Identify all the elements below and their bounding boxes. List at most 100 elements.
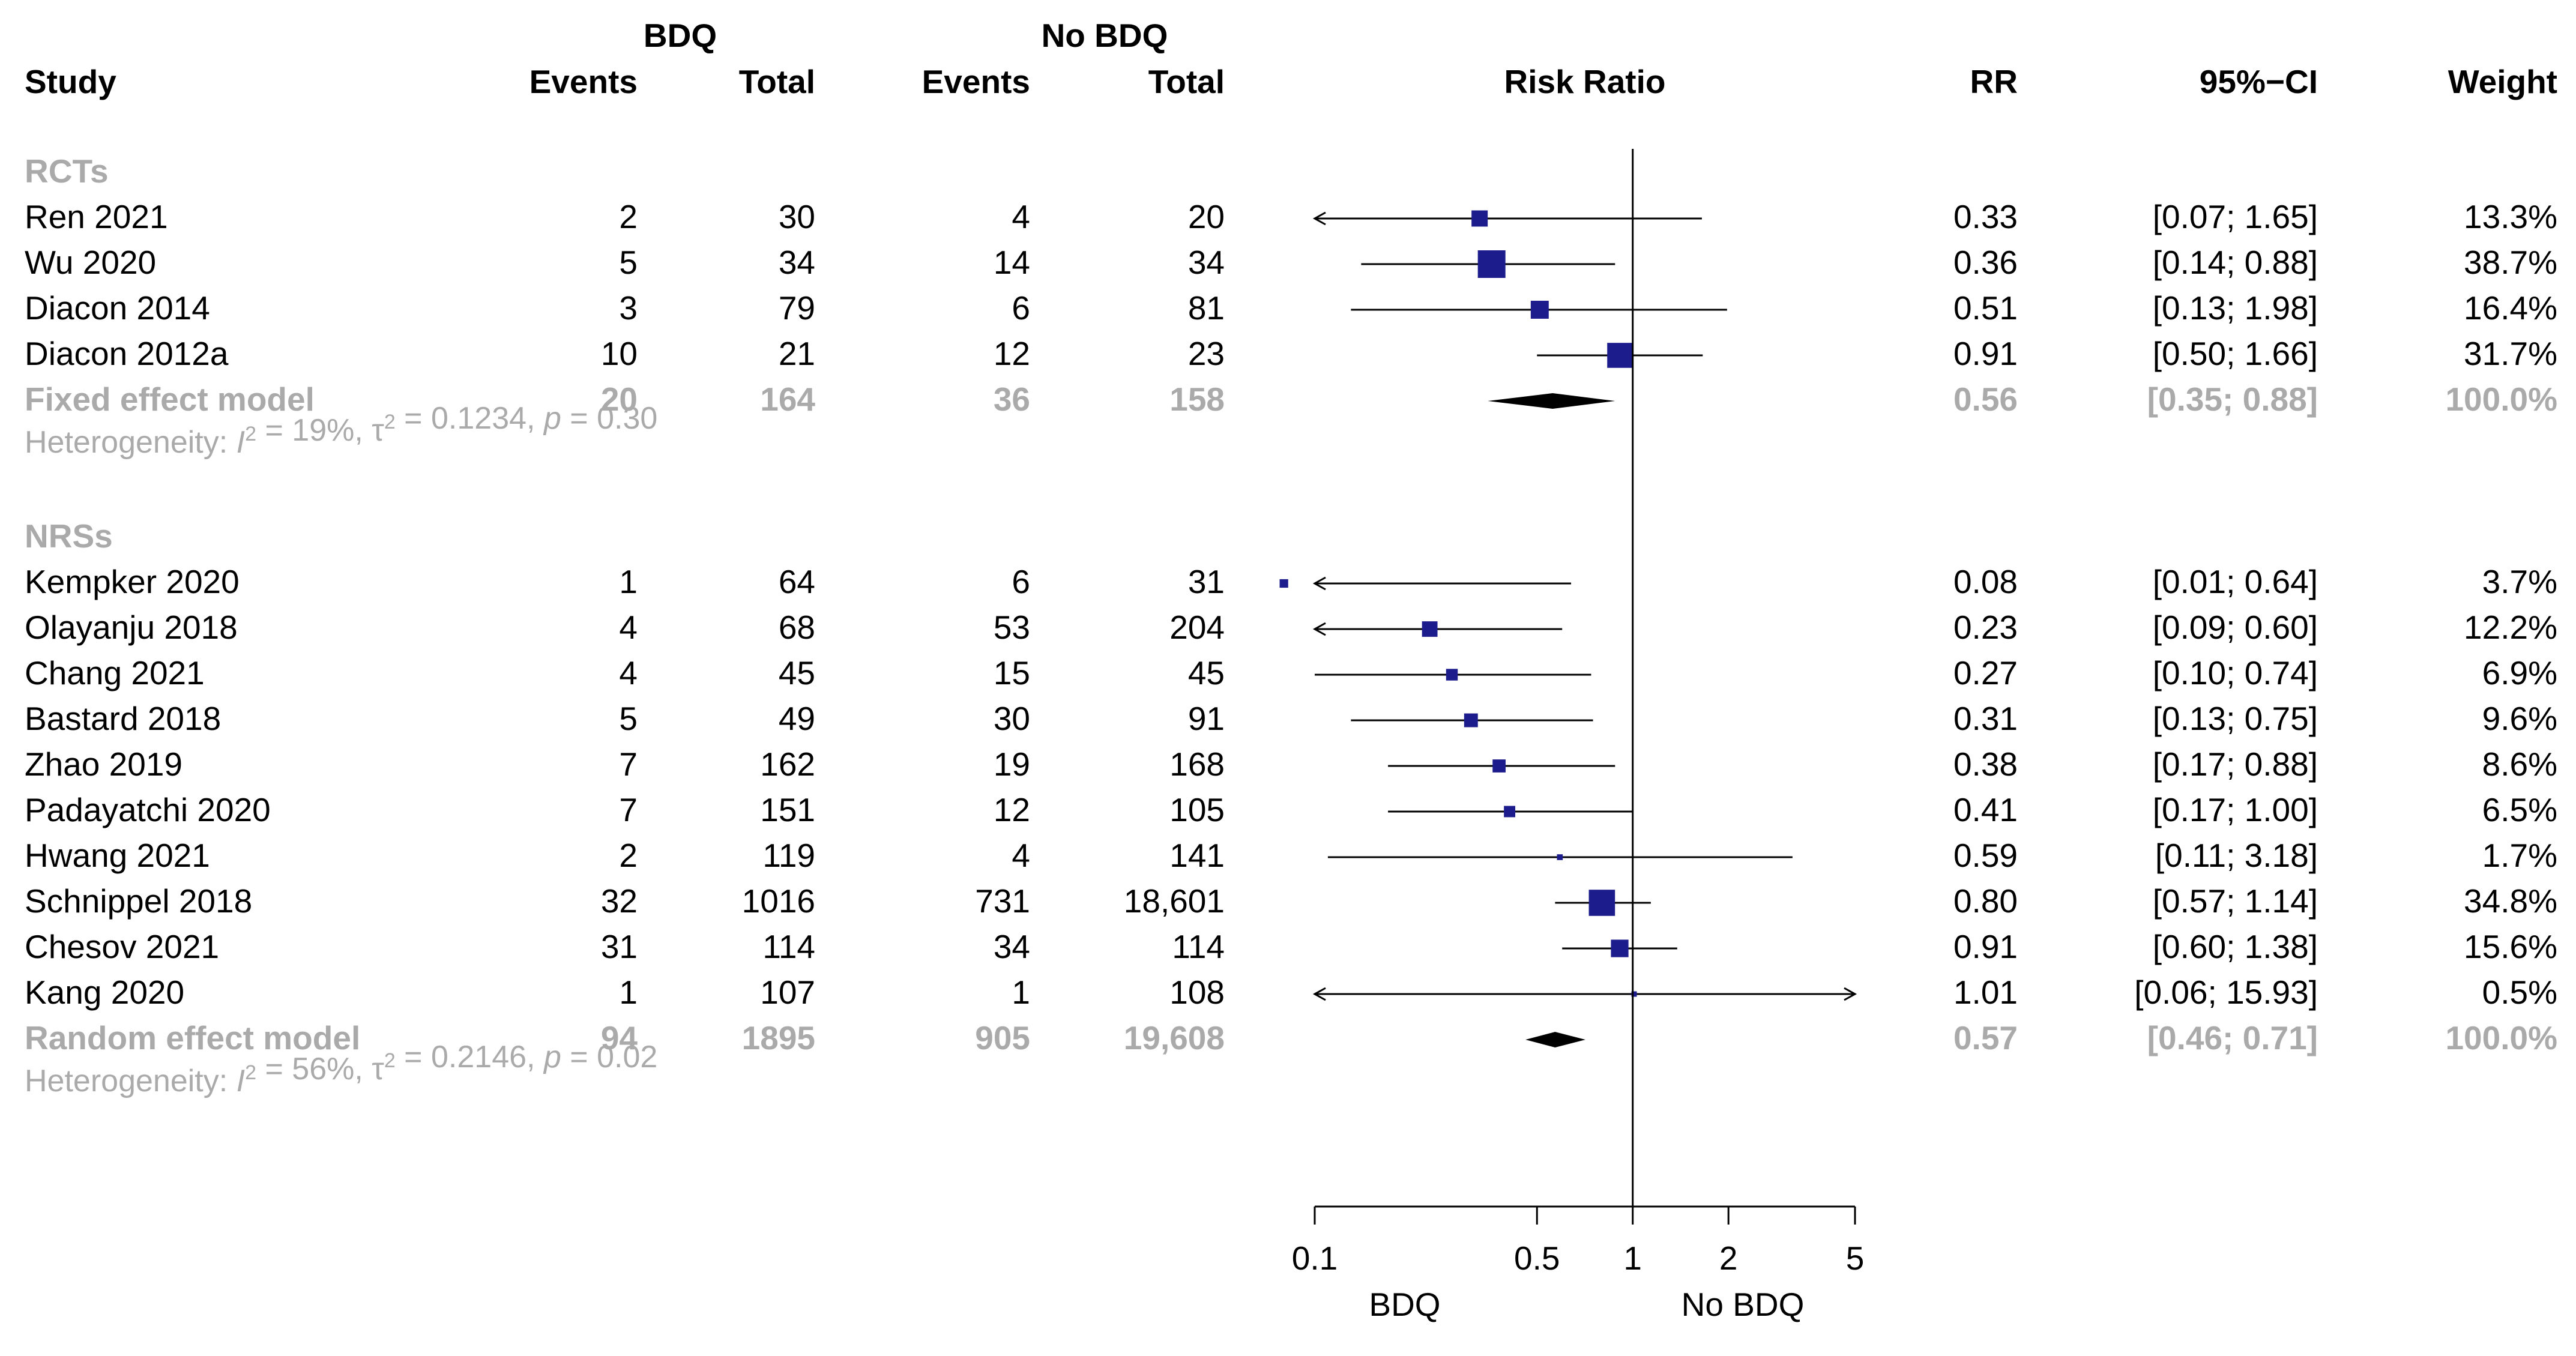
study-name: Kang 2020 bbox=[25, 974, 184, 1011]
total-no-bdq: 81 bbox=[1188, 289, 1225, 327]
events-bdq: 2 bbox=[619, 198, 638, 235]
header-total-bdq: Total bbox=[739, 63, 815, 100]
total-bdq: 79 bbox=[779, 289, 815, 327]
events-bdq: 7 bbox=[619, 746, 638, 783]
header-ci: 95%−CI bbox=[2200, 63, 2318, 100]
ci-value: [0.11; 3.18] bbox=[2155, 837, 2318, 874]
subgroup-label: NRSs bbox=[25, 517, 113, 555]
events-bdq: 5 bbox=[619, 700, 638, 737]
total-bdq: 1016 bbox=[742, 882, 815, 920]
total-no-bdq: 204 bbox=[1169, 609, 1225, 646]
pooled-rr: 0.56 bbox=[1953, 381, 2018, 418]
ci-arrow-left bbox=[1312, 211, 1326, 226]
x-axis: 0.1 0.5 1 2 5 BDQ No BDQ bbox=[1292, 1205, 1864, 1323]
events-no-bdq: 14 bbox=[994, 244, 1030, 281]
total-bdq: 30 bbox=[779, 198, 815, 235]
weight-value: 9.6% bbox=[2482, 700, 2557, 737]
events-no-bdq: 6 bbox=[1012, 289, 1030, 327]
rr-value: 1.01 bbox=[1953, 974, 2018, 1011]
study-name: Zhao 2019 bbox=[25, 746, 182, 783]
effect-square bbox=[1607, 343, 1632, 368]
x-tick-label: 1 bbox=[1623, 1240, 1642, 1277]
header-events-bdq: Events bbox=[529, 63, 638, 100]
events-no-bdq: 4 bbox=[1012, 837, 1030, 874]
axis-label-bdq: BDQ bbox=[1369, 1286, 1440, 1323]
events-no-bdq: 30 bbox=[994, 700, 1030, 737]
ci-value: [0.01; 0.64] bbox=[2153, 563, 2318, 600]
subgroup-label: RCTs bbox=[25, 152, 109, 190]
total-no-bdq: 34 bbox=[1188, 244, 1225, 281]
total-no-bdq: 105 bbox=[1169, 791, 1225, 828]
rr-value: 0.51 bbox=[1953, 289, 2018, 327]
study-name: Ren 2021 bbox=[25, 198, 168, 235]
events-no-bdq: 34 bbox=[994, 928, 1030, 965]
effect-square bbox=[1471, 210, 1488, 227]
effect-square bbox=[1611, 939, 1629, 957]
events-bdq: 2 bbox=[619, 837, 638, 874]
ci-value: [0.13; 1.98] bbox=[2153, 289, 2318, 327]
rr-value: 0.33 bbox=[1953, 198, 2018, 235]
total-bdq: 107 bbox=[760, 974, 815, 1011]
ci-arrow-left bbox=[1312, 987, 1326, 1001]
header-weight: Weight bbox=[2448, 63, 2557, 100]
total-bdq: 119 bbox=[762, 837, 815, 874]
weight-value: 16.4% bbox=[2464, 289, 2557, 327]
events-bdq: 1 bbox=[619, 974, 638, 1011]
study-name: Schnippel 2018 bbox=[25, 882, 252, 920]
plot-marks bbox=[1279, 149, 1857, 1207]
ci-value: [0.60; 1.38] bbox=[2153, 928, 2318, 965]
total-no-bdq: 141 bbox=[1169, 837, 1225, 874]
weight-value: 13.3% bbox=[2464, 198, 2557, 235]
events-no-bdq: 53 bbox=[994, 609, 1030, 646]
weight-value: 6.9% bbox=[2482, 654, 2557, 692]
study-name: Wu 2020 bbox=[25, 244, 156, 281]
total-no-bdq: 45 bbox=[1188, 654, 1225, 692]
effect-square bbox=[1504, 806, 1516, 818]
events-no-bdq: 1 bbox=[1012, 974, 1030, 1011]
pooled-total-bdq: 1895 bbox=[742, 1019, 815, 1056]
pooled-weight: 100.0% bbox=[2445, 1019, 2557, 1056]
rr-value: 0.08 bbox=[1953, 563, 2018, 600]
pooled-label: Random effect model bbox=[25, 1019, 360, 1056]
rr-value: 0.27 bbox=[1953, 654, 2018, 692]
effect-square bbox=[1530, 301, 1549, 319]
x-tick-label: 2 bbox=[1719, 1240, 1738, 1277]
ci-value: [0.13; 0.75] bbox=[2153, 700, 2318, 737]
pooled-ci: [0.35; 0.88] bbox=[2147, 381, 2318, 418]
pooled-events-no-bdq: 905 bbox=[975, 1019, 1030, 1056]
study-name: Hwang 2021 bbox=[25, 837, 210, 874]
events-no-bdq: 15 bbox=[994, 654, 1030, 692]
pooled-events-bdq: 20 bbox=[601, 381, 638, 418]
events-bdq: 10 bbox=[601, 335, 638, 372]
events-bdq: 7 bbox=[619, 791, 638, 828]
weight-value: 38.7% bbox=[2464, 244, 2557, 281]
study-name: Chesov 2021 bbox=[25, 928, 219, 965]
header-events-no-bdq: Events bbox=[922, 63, 1030, 100]
ci-value: [0.50; 1.66] bbox=[2153, 335, 2318, 372]
study-name: Bastard 2018 bbox=[25, 700, 221, 737]
events-no-bdq: 4 bbox=[1012, 198, 1030, 235]
events-no-bdq: 6 bbox=[1012, 563, 1030, 600]
ci-value: [0.17; 0.88] bbox=[2153, 746, 2318, 783]
weight-value: 1.7% bbox=[2482, 837, 2557, 874]
weight-value: 31.7% bbox=[2464, 335, 2557, 372]
study-name: Diacon 2012a bbox=[25, 335, 229, 372]
pooled-rr: 0.57 bbox=[1953, 1019, 2018, 1056]
events-no-bdq: 731 bbox=[975, 882, 1030, 920]
study-name: Chang 2021 bbox=[25, 654, 205, 692]
ci-value: [0.57; 1.14] bbox=[2153, 882, 2318, 920]
pooled-label: Fixed effect model bbox=[25, 381, 315, 418]
ci-value: [0.06; 15.93] bbox=[2134, 974, 2318, 1011]
total-bdq: 68 bbox=[779, 609, 815, 646]
ci-value: [0.10; 0.74] bbox=[2153, 654, 2318, 692]
x-tick-label: 0.5 bbox=[1514, 1240, 1560, 1277]
weight-value: 8.6% bbox=[2482, 746, 2557, 783]
events-bdq: 5 bbox=[619, 244, 638, 281]
pooled-ci: [0.46; 0.71] bbox=[2147, 1019, 2318, 1056]
total-no-bdq: 108 bbox=[1169, 974, 1225, 1011]
ci-value: [0.09; 0.60] bbox=[2153, 609, 2318, 646]
rr-value: 0.41 bbox=[1953, 791, 2018, 828]
pooled-diamond bbox=[1525, 1032, 1585, 1047]
events-bdq: 4 bbox=[619, 654, 638, 692]
events-bdq: 31 bbox=[601, 928, 638, 965]
